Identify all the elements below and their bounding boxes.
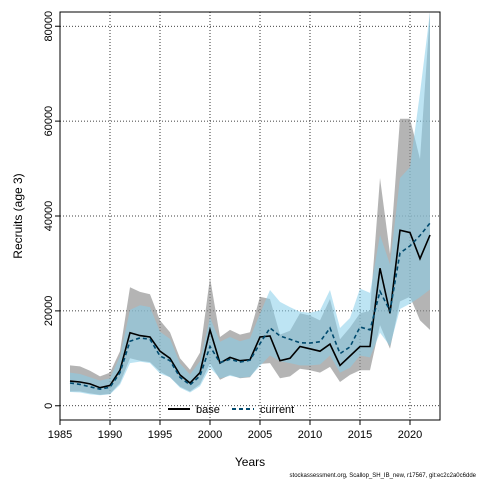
y-tick-label: 60000 <box>43 106 55 137</box>
footer-note: stockassessment.org, Scallop_SH_IB_new, … <box>290 473 477 479</box>
x-tick-label: 2000 <box>198 429 222 441</box>
legend-label-current: current <box>260 404 294 416</box>
x-tick-label: 1995 <box>148 429 172 441</box>
x-axis: 1985 1990 1995 2000 2005 2010 2015 2020 <box>48 420 422 441</box>
y-tick-label: 0 <box>43 403 55 409</box>
x-tick-label: 2020 <box>398 429 422 441</box>
x-tick-label: 2010 <box>298 429 322 441</box>
y-axis: 0 20000 40000 60000 80000 <box>43 11 60 409</box>
series-line-current <box>69 222 431 391</box>
y-tick-label: 80000 <box>43 11 55 42</box>
x-tick-label: 1985 <box>48 429 72 441</box>
series-lines <box>69 222 431 391</box>
y-tick-label: 20000 <box>43 296 55 327</box>
x-tick-label: 2015 <box>348 429 372 441</box>
x-axis-label: Years <box>235 455 265 469</box>
x-tick-label: 2005 <box>248 429 272 441</box>
x-tick-label: 1990 <box>98 429 122 441</box>
legend-label-base: base <box>196 404 220 416</box>
y-tick-label: 40000 <box>43 201 55 232</box>
y-axis-label: Recruits (age 3) <box>11 173 25 258</box>
legend: base current <box>168 404 294 416</box>
